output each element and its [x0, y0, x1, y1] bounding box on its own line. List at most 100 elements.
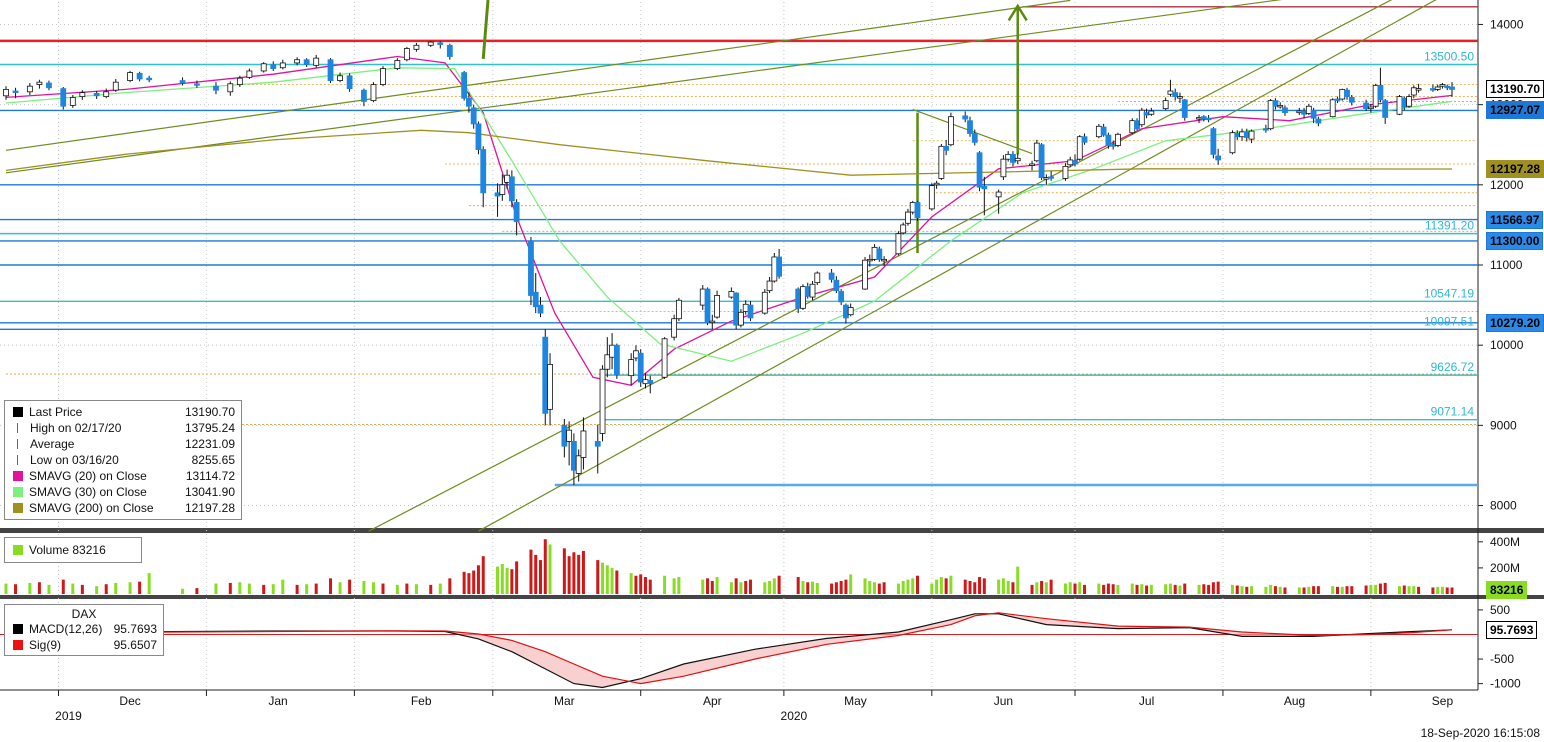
- volume-bar: [643, 577, 647, 594]
- candle-body: [1243, 131, 1250, 138]
- candle-body: [1377, 84, 1384, 101]
- legend-swatch: [17, 455, 24, 465]
- candle-body: [1043, 177, 1050, 180]
- volume-bar: [634, 575, 638, 594]
- volume-bar: [238, 582, 242, 594]
- candle-body: [380, 68, 386, 85]
- macd-tag: 95.7693: [1486, 620, 1538, 639]
- candle-body: [800, 286, 806, 309]
- volume-bar: [973, 582, 977, 594]
- volume-bar: [414, 584, 418, 594]
- legend-swatch: [17, 439, 24, 449]
- volume-bar: [982, 578, 986, 594]
- candle-body: [1148, 110, 1155, 115]
- volume-legend: Volume 83216: [4, 537, 142, 563]
- volume-bar: [916, 575, 920, 594]
- candle-body: [246, 70, 253, 78]
- volume-bar: [1102, 584, 1106, 594]
- year-label: 2019: [55, 709, 82, 723]
- candle-body: [609, 344, 615, 358]
- volume-bar: [997, 579, 1001, 594]
- volume-bar: [677, 577, 681, 594]
- candle-body: [1033, 142, 1040, 162]
- volume-bar: [104, 584, 108, 594]
- volume-bar: [195, 588, 199, 594]
- legend-label: SMAVG (200) on Close: [29, 501, 154, 515]
- candle-body: [866, 258, 873, 262]
- legend-label: Average: [30, 437, 75, 451]
- candle-body: [1014, 157, 1021, 162]
- volume-bar: [1078, 582, 1082, 594]
- last-price-tag: 13190.70: [1486, 80, 1544, 99]
- volume-bar: [601, 562, 605, 594]
- level-tag: 11300.00: [1486, 231, 1544, 250]
- volume-bar: [271, 584, 275, 594]
- volume-bar: [1235, 585, 1239, 594]
- volume-bar: [114, 582, 118, 594]
- legend-row: MACD(12,26) 95.7693: [5, 621, 163, 637]
- candle-body: [604, 354, 611, 370]
- candle-body: [346, 75, 353, 89]
- volume-bar: [734, 578, 738, 594]
- candle-body: [1363, 102, 1369, 110]
- volume-bar: [1006, 580, 1010, 594]
- candle-body: [905, 211, 911, 224]
- volume-bar: [128, 582, 132, 594]
- candle-body: [1181, 99, 1188, 118]
- candle-body: [637, 352, 644, 383]
- candle-body: [738, 311, 744, 326]
- volume-bar: [4, 583, 8, 594]
- legend-value: 13190.70: [184, 405, 235, 419]
- volume-bar: [95, 586, 99, 594]
- volume-bar: [467, 573, 471, 594]
- price-tick-label: 11000: [1490, 258, 1523, 272]
- legend-value: 13041.90: [184, 485, 235, 499]
- candle-body: [747, 304, 754, 319]
- volume-bar: [1178, 585, 1182, 594]
- volume-bar: [1240, 586, 1244, 594]
- volume-bar: [811, 581, 815, 594]
- candle-body: [1262, 128, 1269, 131]
- volume-bar: [1383, 582, 1387, 594]
- volume-bar: [834, 582, 838, 594]
- volume-bar: [710, 580, 714, 594]
- volume-bar: [729, 582, 733, 594]
- horizontal-level-label: 13500.50: [1424, 50, 1474, 64]
- candle-body: [3, 88, 9, 97]
- volume-bar: [348, 579, 352, 594]
- candle-body: [1215, 155, 1222, 161]
- volume-bar: [214, 583, 218, 594]
- macd-legend-title: DAX: [71, 607, 97, 621]
- horizontal-level-label: 10547.19: [1424, 286, 1474, 300]
- volume-bar: [28, 582, 32, 594]
- volume-bar: [815, 582, 819, 594]
- volume-bar: [839, 580, 843, 594]
- volume-bar: [1369, 584, 1373, 594]
- candle-body: [193, 83, 200, 86]
- candle-body: [709, 320, 716, 324]
- candle-body: [1234, 133, 1241, 138]
- candle-body: [962, 115, 969, 120]
- candle-body: [1000, 158, 1007, 178]
- volume-bar: [844, 579, 848, 594]
- volume-bar: [949, 575, 953, 594]
- candle-body: [566, 429, 573, 442]
- volume-bar: [71, 583, 75, 594]
- volume-bar: [911, 578, 915, 594]
- volume-bar: [1049, 579, 1053, 594]
- candle-body: [933, 182, 940, 186]
- volume-bar: [1307, 586, 1311, 594]
- volume-bar: [1207, 584, 1211, 594]
- volume-bar: [448, 578, 452, 594]
- volume-bar: [262, 584, 266, 594]
- candle-body: [1310, 109, 1317, 119]
- year-label: 2020: [781, 709, 808, 723]
- volume-bar: [715, 577, 719, 594]
- candle-body: [1162, 100, 1169, 110]
- legend-swatch: [17, 423, 24, 433]
- candle-body: [303, 59, 310, 65]
- price-tick-label: 12000: [1490, 178, 1524, 192]
- candle-body: [900, 224, 907, 234]
- legend-label: SMAVG (30) on Close: [29, 485, 147, 499]
- candle-body: [1239, 131, 1245, 138]
